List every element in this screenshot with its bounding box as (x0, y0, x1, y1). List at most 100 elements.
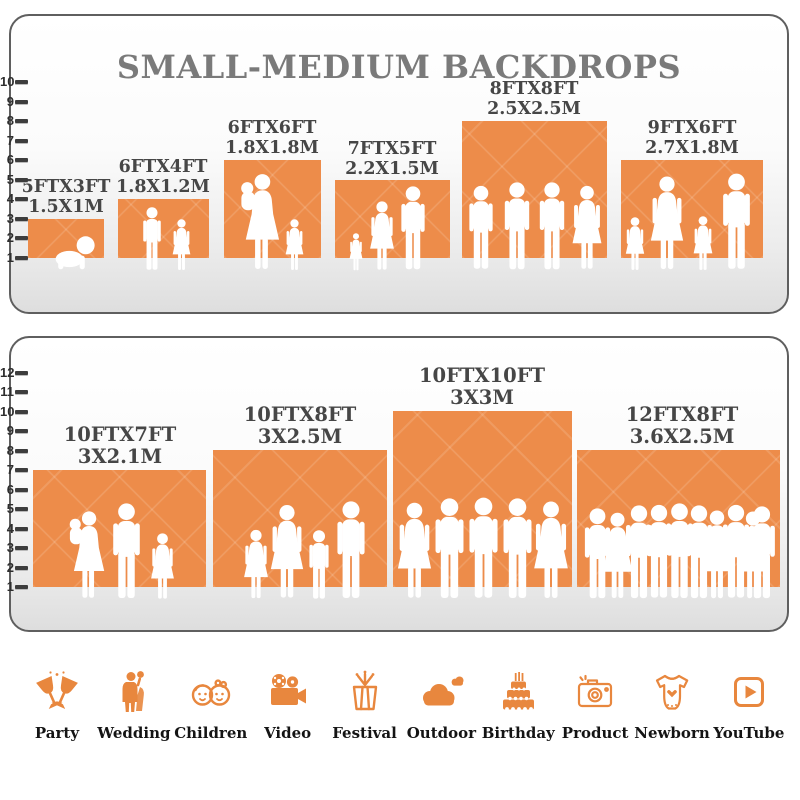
ruler-tick-3: 3 (0, 541, 28, 555)
tick-mark (15, 467, 28, 473)
size-label: 12FTX8FT 3.6X2.5M (625, 403, 739, 448)
people-silhouette (107, 503, 146, 600)
people-silhouette (368, 201, 396, 271)
people-silhouette (499, 182, 535, 271)
people-silhouette (53, 235, 96, 271)
backdrop-bar-6x4 (118, 199, 209, 258)
size-label: 7FTX5FT 2.2X1.5M (345, 139, 439, 179)
people-silhouette (348, 233, 364, 271)
tick-mark (15, 157, 28, 163)
outdoor-icon (423, 676, 464, 706)
people-silhouette (236, 173, 281, 271)
page-title: SMALL-MEDIUM BACKDROPS (116, 48, 682, 86)
people-silhouette (331, 501, 371, 600)
ruler-tick-7: 7 (0, 463, 28, 477)
people-silhouette (534, 182, 570, 271)
ruler-tick-10: 10 (0, 75, 28, 89)
people-silhouette (648, 176, 686, 271)
tick-mark (15, 487, 28, 493)
ruler-tick-5: 5 (0, 502, 28, 516)
category-label: Video (264, 724, 312, 742)
people-silhouette (464, 185, 498, 271)
people-silhouette (284, 219, 305, 271)
category-children: Children (174, 668, 248, 742)
category-birthday: Birthday (481, 668, 555, 742)
ruler-tick-9: 9 (0, 95, 28, 109)
ruler-tick-2: 2 (0, 561, 28, 575)
ruler-tick-12: 12 (0, 366, 28, 380)
people-silhouette (624, 217, 646, 271)
size-label: 8FTX8FT 2.5X2.5M (487, 79, 581, 119)
category-video: Video (253, 668, 323, 742)
tick-mark (15, 448, 28, 454)
ruler-tick-8: 8 (0, 444, 28, 458)
tick-mark (15, 118, 28, 124)
tick-mark (15, 506, 28, 512)
size-label: 5FTX3FT 1.5X1M (21, 177, 111, 217)
category-label: Children (174, 724, 248, 742)
ruler-tick-1: 1 (0, 251, 28, 265)
backdrop-bar-7x5 (335, 180, 450, 258)
size-label: 10FTX10FT 3X3M (418, 364, 546, 409)
people-silhouette (305, 530, 333, 600)
people-silhouette (692, 216, 714, 271)
tick-mark (15, 409, 28, 415)
people-silhouette (171, 219, 192, 271)
birthday-icon (503, 672, 535, 711)
ruler-tick-8: 8 (0, 114, 28, 128)
tick-mark (15, 255, 28, 261)
people-silhouette (531, 501, 571, 600)
ruler-tick-6: 6 (0, 153, 28, 167)
category-label: YouTube (713, 724, 785, 742)
category-label: Wedding (97, 724, 171, 742)
newborn-icon (655, 674, 689, 710)
children-icon (191, 679, 230, 706)
ruler-tick-6: 6 (0, 483, 28, 497)
people-silhouette (268, 504, 306, 600)
ruler-tick-5: 5 (0, 173, 28, 187)
ruler-tick-11: 11 (0, 385, 28, 399)
size-label: 10FTX7FT 3X2.1M (63, 423, 177, 468)
wedding-icon (122, 671, 144, 712)
category-party: Party (22, 668, 92, 742)
tick-mark (15, 545, 28, 551)
category-wedding: Wedding (97, 668, 171, 742)
backdrop-bar-10x7 (33, 470, 206, 587)
ruler-tick-4: 4 (0, 522, 28, 536)
size-label: 10FTX8FT 3X2.5M (243, 403, 357, 448)
category-product: Product (560, 668, 630, 742)
size-label: 6FTX6FT 1.8X1.8M (225, 118, 319, 158)
backdrop-bar-9x6 (621, 160, 763, 258)
category-label: Party (34, 724, 80, 742)
category-label: Newborn (634, 724, 710, 742)
tick-mark (15, 565, 28, 571)
backdrop-bar-6x6 (224, 160, 321, 258)
video-icon (270, 674, 306, 705)
party-icon (36, 671, 78, 709)
ruler-tick-7: 7 (0, 134, 28, 148)
size-label: 9FTX6FT 2.7X1.8M (645, 118, 739, 158)
tick-mark (15, 389, 28, 395)
ruler-tick-1: 1 (0, 580, 28, 594)
tick-mark (15, 584, 28, 590)
category-youtube: YouTube (713, 668, 785, 742)
category-label: Birthday (481, 724, 555, 742)
backdrop-bar-5x3 (28, 219, 104, 258)
youtube-icon (733, 677, 764, 707)
people-silhouette (242, 529, 270, 600)
category-festival: Festival (330, 668, 400, 742)
category-label: Outdoor (406, 724, 477, 742)
backdrop-bar-12x8 (577, 450, 780, 587)
tick-mark (15, 235, 28, 241)
tick-mark (15, 177, 28, 183)
people-silhouette (139, 207, 165, 271)
ruler-tick-9: 9 (0, 424, 28, 438)
people-silhouette (570, 185, 604, 271)
tick-mark (15, 99, 28, 105)
backdrop-bar-8x8 (462, 121, 607, 258)
category-row: Party Wedding (22, 668, 784, 742)
tick-mark (15, 79, 28, 85)
category-label: Festival (332, 724, 397, 742)
category-outdoor: Outdoor (406, 668, 476, 742)
